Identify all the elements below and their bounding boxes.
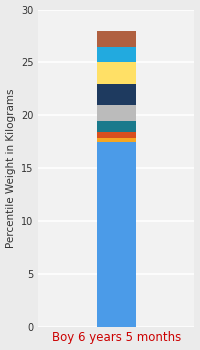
Bar [97, 62, 136, 84]
Bar [97, 120, 136, 132]
Bar [97, 84, 136, 105]
Bar [97, 105, 136, 120]
Bar [97, 31, 136, 47]
Bar [97, 47, 136, 62]
Y-axis label: Percentile Weight in Kilograms: Percentile Weight in Kilograms [6, 88, 16, 248]
Bar [97, 142, 136, 327]
Bar [97, 132, 136, 138]
Bar [97, 138, 136, 142]
